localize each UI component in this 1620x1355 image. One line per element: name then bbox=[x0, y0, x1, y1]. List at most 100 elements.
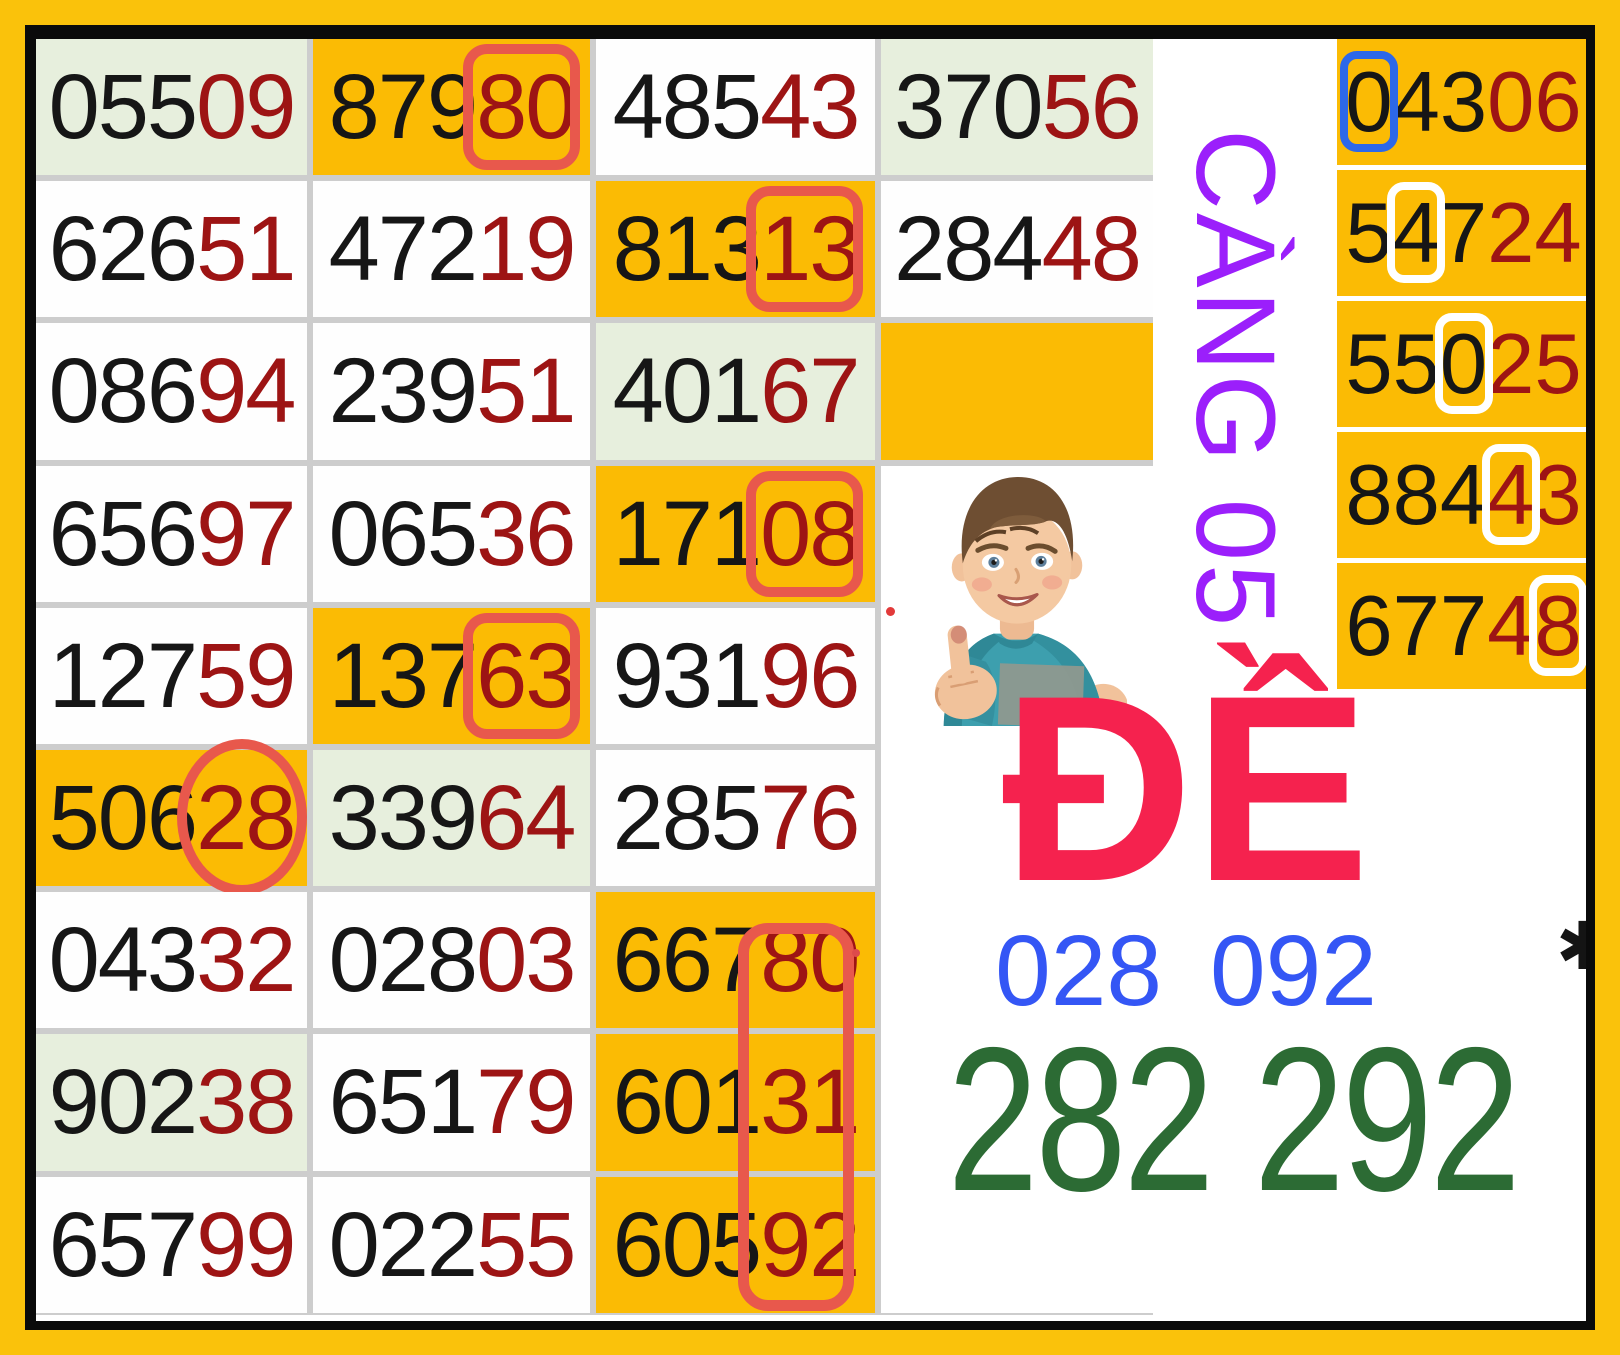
boy-thumbs-up-image bbox=[934, 477, 1127, 726]
number-black-part: 902 bbox=[48, 1051, 198, 1154]
number-black-part: 506 bbox=[48, 767, 198, 870]
blue-number: 092 bbox=[1210, 915, 1377, 1027]
grid-cell: 485 43 bbox=[596, 39, 875, 176]
number-black-part: 043 bbox=[1345, 54, 1488, 150]
grid-cell: 284 48 bbox=[881, 181, 1153, 318]
white-digit-box bbox=[1529, 575, 1586, 676]
white-digit-box bbox=[1434, 313, 1493, 414]
cang-label: CÀNG 05 bbox=[1173, 129, 1298, 630]
number-red-part: 99 bbox=[196, 1193, 296, 1296]
grid-cell: 285 76 bbox=[596, 749, 875, 887]
number-red-part: 59 bbox=[196, 624, 296, 727]
number-red-part: 63 bbox=[476, 624, 576, 727]
grid-cell: 028 03 bbox=[313, 892, 590, 1029]
number-black-part: 550 bbox=[1345, 316, 1488, 412]
number-black-part: 605 bbox=[612, 1193, 762, 1296]
grid-cell: 472 19 bbox=[313, 181, 590, 318]
red-highlight-box bbox=[746, 186, 863, 313]
number-red-part: 64 bbox=[476, 767, 576, 870]
grid-cell: 656 97 bbox=[36, 465, 307, 602]
content-area: 055 09 879 80 485 43 370 56 626 51 472 19 813 13 284 48… bbox=[36, 39, 1586, 1321]
number-red-part: 79 bbox=[476, 1051, 576, 1154]
red-highlight-circle bbox=[177, 738, 307, 895]
number-black-part: 127 bbox=[48, 624, 198, 727]
grid-cell: 657 99 bbox=[36, 1176, 307, 1313]
partial-star-glyph: ✱ bbox=[1556, 911, 1586, 981]
number-black-part: 626 bbox=[48, 198, 198, 301]
number-black-part: 879 bbox=[328, 56, 478, 159]
grid-cell: 931 96 bbox=[596, 607, 875, 744]
number-black-part: 086 bbox=[48, 340, 198, 443]
green-number: 282 292 bbox=[947, 1005, 1521, 1234]
number-black-part: 055 bbox=[48, 56, 198, 159]
number-black-part: 677 bbox=[1345, 578, 1488, 674]
number-red-part: 32 bbox=[196, 909, 296, 1012]
number-black-part: 239 bbox=[328, 340, 478, 443]
number-black-part: 884 bbox=[1345, 447, 1488, 543]
number-black-part: 472 bbox=[328, 198, 478, 301]
side-cell: 547 24 bbox=[1337, 170, 1586, 296]
number-black-part: 028 bbox=[328, 909, 478, 1012]
number-grid: 055 09 879 80 485 43 370 56 626 51 472 19 813 13 284 48… bbox=[36, 39, 1153, 1315]
number-black-part: 285 bbox=[612, 767, 762, 870]
number-red-part: 25 bbox=[1487, 316, 1582, 412]
number-red-part: 80 bbox=[476, 56, 576, 159]
blue-pair-numbers: 028 092 bbox=[936, 921, 1436, 1021]
grid-cell bbox=[881, 323, 1153, 460]
red-highlight-box bbox=[463, 612, 580, 739]
grid-cell: 370 56 bbox=[881, 39, 1153, 176]
grid-cell: 879 80 bbox=[313, 39, 590, 176]
grid-cell: 902 38 bbox=[36, 1034, 307, 1171]
grid-cell: 055 09 bbox=[36, 39, 307, 176]
grid-cell: 127 59 bbox=[36, 607, 307, 744]
number-red-part: 56 bbox=[1041, 56, 1142, 159]
de-label: ĐỀ bbox=[1001, 641, 1371, 937]
side-cell: 043 06 bbox=[1337, 39, 1586, 165]
number-red-part: 51 bbox=[196, 198, 296, 301]
number-black-part: 547 bbox=[1345, 185, 1488, 281]
number-red-part: 06 bbox=[1487, 54, 1582, 150]
number-red-part: 36 bbox=[476, 482, 576, 585]
number-black-part: 137 bbox=[328, 624, 478, 727]
red-dot bbox=[852, 949, 860, 957]
number-red-part: 08 bbox=[760, 482, 860, 585]
side-cell: 550 25 bbox=[1337, 301, 1586, 427]
number-black-part: 657 bbox=[48, 1193, 198, 1296]
blue-digit-box bbox=[1340, 51, 1398, 152]
number-black-part: 401 bbox=[612, 340, 762, 443]
blue-number: 028 bbox=[995, 915, 1162, 1027]
number-black-part: 065 bbox=[328, 482, 478, 585]
grid-cell: 065 36 bbox=[313, 465, 590, 602]
number-black-part: 651 bbox=[328, 1051, 478, 1154]
red-highlight-box bbox=[746, 470, 863, 597]
grid-cell: 022 55 bbox=[313, 1176, 590, 1313]
number-red-part: 96 bbox=[760, 624, 860, 727]
grid-cell: 043 32 bbox=[36, 892, 307, 1029]
grid-cell: 813 13 bbox=[596, 181, 875, 318]
number-red-part: 13 bbox=[760, 198, 860, 301]
white-digit-box bbox=[1387, 182, 1446, 283]
red-annotation-box-tall bbox=[738, 923, 854, 1311]
grid-cell: 401 67 bbox=[596, 323, 875, 460]
number-red-part: 94 bbox=[196, 340, 296, 443]
number-red-part: 19 bbox=[476, 198, 576, 301]
grid-cell: 086 94 bbox=[36, 323, 307, 460]
number-red-part: 24 bbox=[1487, 185, 1582, 281]
number-red-part: 55 bbox=[476, 1193, 576, 1296]
number-black-part: 931 bbox=[612, 624, 762, 727]
grid-cell: 137 63 bbox=[313, 607, 590, 744]
number-black-part: 171 bbox=[612, 482, 762, 585]
number-red-part: 67 bbox=[760, 340, 860, 443]
number-black-part: 043 bbox=[48, 909, 198, 1012]
number-black-part: 022 bbox=[328, 1193, 478, 1296]
number-red-part: 97 bbox=[196, 482, 296, 585]
grid-cell: 651 79 bbox=[313, 1034, 590, 1171]
side-cell: 677 48 bbox=[1337, 563, 1586, 689]
number-black-part: 813 bbox=[612, 198, 762, 301]
number-red-part: 09 bbox=[196, 56, 296, 159]
number-black-part: 339 bbox=[328, 767, 478, 870]
grid-cell: 239 51 bbox=[313, 323, 590, 460]
number-red-part: 38 bbox=[196, 1051, 296, 1154]
number-black-part: 656 bbox=[48, 482, 198, 585]
number-black-part: 485 bbox=[612, 56, 762, 159]
